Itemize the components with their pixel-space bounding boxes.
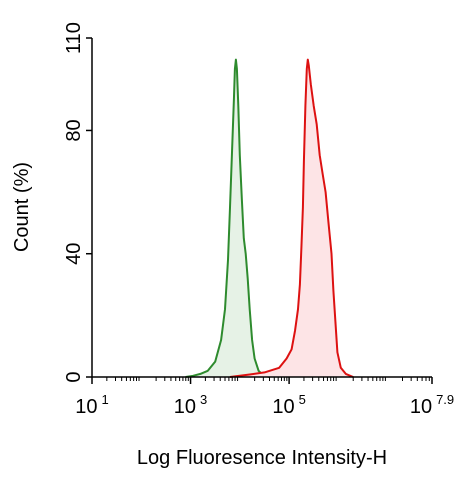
x-major-ticks: 10 1 10 3 10 5 10 7.9 (75, 377, 454, 418)
series-1-line (229, 58, 354, 378)
series-1-area (230, 59, 354, 377)
plot-area (185, 58, 354, 378)
y-tick-label: 80 (63, 119, 85, 141)
y-tick-label: 110 (63, 22, 85, 54)
y-ticks: 0 40 80 110 (63, 22, 92, 383)
y-tick-label: 40 (63, 243, 85, 265)
x-tick-label: 10 5 (272, 392, 305, 418)
y-axis-title: Count (%) (11, 162, 33, 252)
y-tick-label: 0 (63, 371, 85, 382)
x-tick-label: 10 1 (75, 392, 108, 418)
axes: 10 1 10 3 10 5 10 7.9 0 40 80 110 (63, 22, 454, 418)
x-tick-label: 10 7.9 (410, 392, 454, 418)
x-minor-ticks (106, 377, 430, 381)
series-0-area (185, 59, 270, 377)
series-0-line (185, 58, 270, 378)
x-tick-label: 10 3 (174, 392, 207, 418)
x-axis-title: Log Fluoresence Intensity-H (137, 447, 387, 469)
